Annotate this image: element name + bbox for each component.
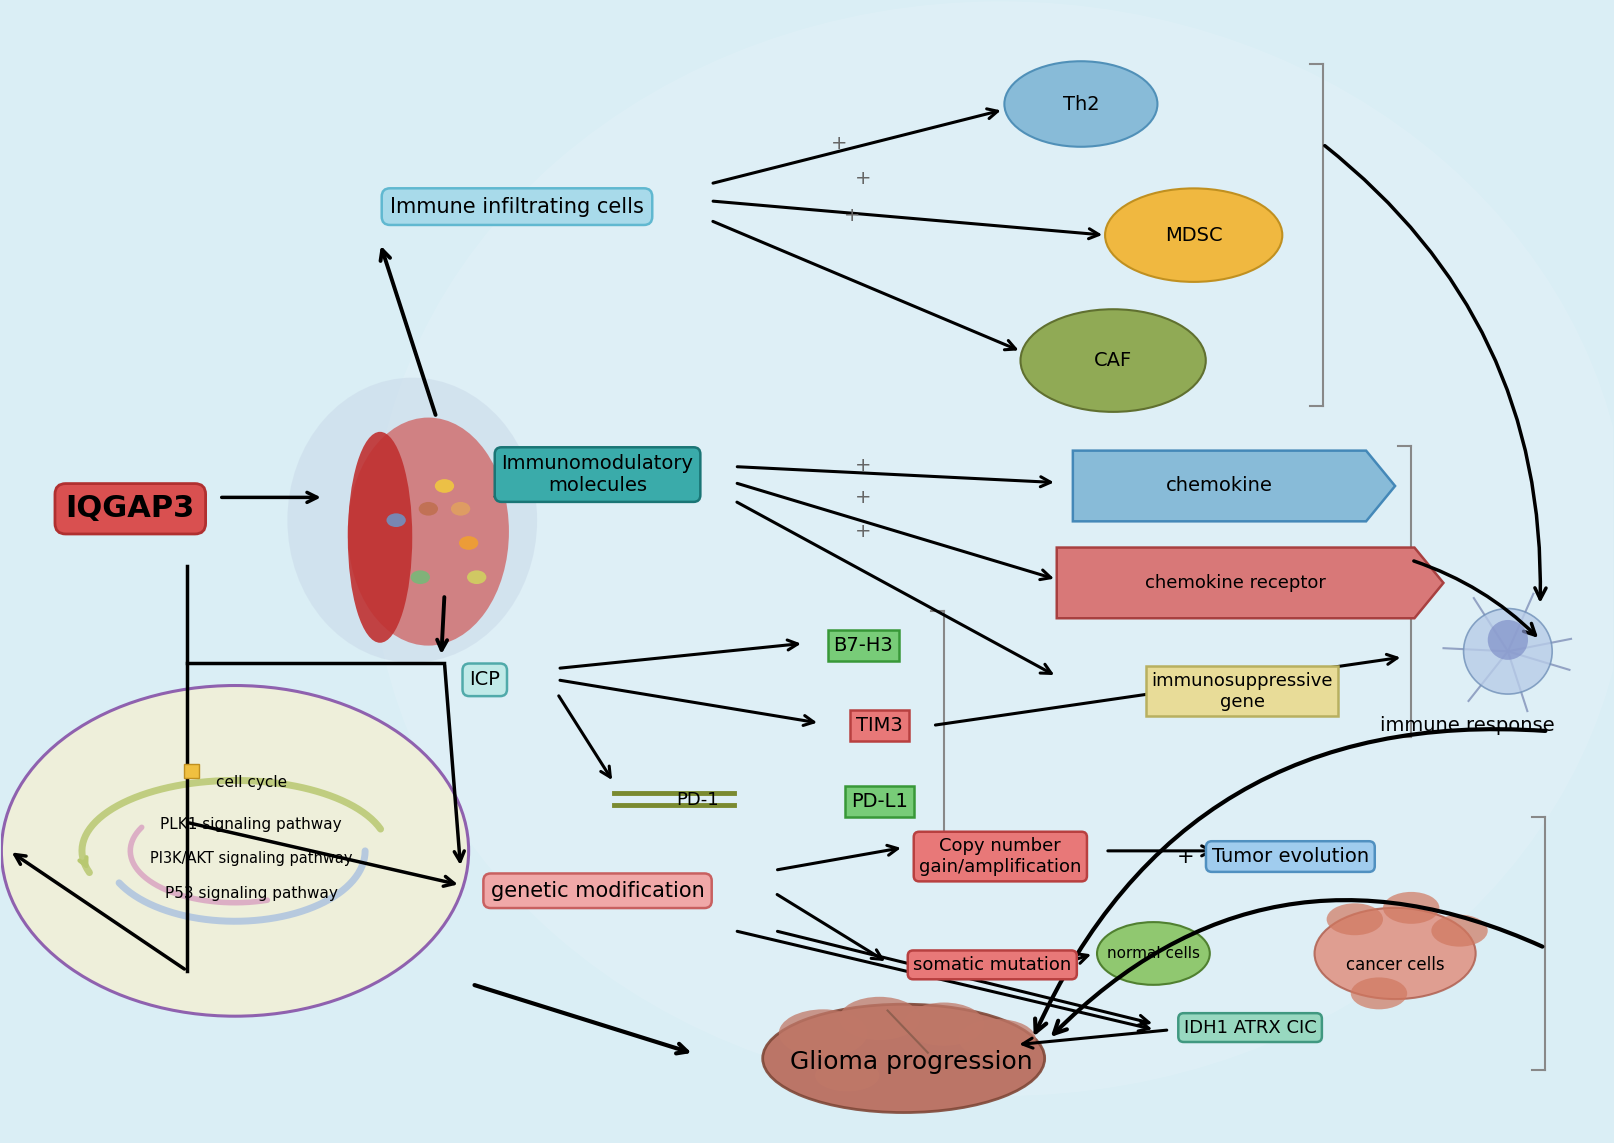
Text: Tumor evolution: Tumor evolution	[1212, 847, 1369, 866]
Ellipse shape	[815, 1060, 880, 1092]
Ellipse shape	[371, 1, 1614, 1096]
Ellipse shape	[466, 570, 486, 584]
Text: cell cycle: cell cycle	[216, 775, 287, 790]
Text: +: +	[855, 456, 872, 475]
Polygon shape	[1073, 450, 1394, 521]
Ellipse shape	[347, 432, 412, 642]
Text: immune response: immune response	[1380, 716, 1554, 735]
Ellipse shape	[780, 1009, 867, 1057]
Text: PI3K/AKT signaling pathway: PI3K/AKT signaling pathway	[150, 852, 352, 866]
Ellipse shape	[347, 417, 508, 646]
Text: immunosuppressive
gene: immunosuppressive gene	[1151, 672, 1333, 711]
Text: somatic mutation: somatic mutation	[914, 956, 1072, 974]
Text: cancer cells: cancer cells	[1346, 956, 1445, 974]
Text: chemokine: chemokine	[1165, 477, 1273, 495]
Text: Glioma progression: Glioma progression	[791, 1049, 1033, 1073]
Ellipse shape	[1383, 892, 1440, 924]
Text: +: +	[831, 135, 847, 153]
Text: +: +	[855, 169, 872, 187]
Text: PD-L1: PD-L1	[851, 792, 909, 812]
Ellipse shape	[434, 479, 454, 493]
Ellipse shape	[1020, 310, 1206, 411]
Text: +: +	[855, 522, 872, 541]
Ellipse shape	[1327, 903, 1383, 935]
Text: chemokine receptor: chemokine receptor	[1146, 574, 1327, 592]
Text: P53 signaling pathway: P53 signaling pathway	[165, 886, 337, 901]
Ellipse shape	[959, 1020, 1036, 1058]
Text: genetic modification: genetic modification	[491, 881, 704, 901]
Text: +: +	[1177, 847, 1194, 866]
Ellipse shape	[458, 536, 478, 550]
Ellipse shape	[410, 570, 429, 584]
Ellipse shape	[839, 997, 920, 1040]
Text: +: +	[844, 206, 860, 225]
Ellipse shape	[287, 377, 537, 663]
Ellipse shape	[1004, 62, 1157, 146]
Text: MDSC: MDSC	[1165, 225, 1222, 245]
Text: PD-1: PD-1	[676, 791, 718, 808]
Ellipse shape	[1464, 608, 1553, 694]
Text: TIM3: TIM3	[855, 716, 902, 735]
Polygon shape	[1057, 547, 1443, 618]
Text: B7-H3: B7-H3	[833, 637, 893, 655]
Text: IDH1 ATRX CIC: IDH1 ATRX CIC	[1183, 1018, 1317, 1037]
Ellipse shape	[1432, 914, 1488, 946]
Ellipse shape	[1488, 620, 1528, 660]
Text: PLK1 signaling pathway: PLK1 signaling pathway	[160, 817, 342, 832]
Ellipse shape	[386, 513, 405, 527]
Ellipse shape	[1314, 908, 1475, 999]
Ellipse shape	[1106, 189, 1282, 282]
Ellipse shape	[904, 1002, 985, 1046]
Text: Copy number
gain/amplification: Copy number gain/amplification	[918, 837, 1081, 876]
Ellipse shape	[1098, 922, 1210, 985]
Text: +: +	[855, 488, 872, 506]
Text: Th2: Th2	[1062, 95, 1099, 113]
Ellipse shape	[1351, 977, 1407, 1009]
Circle shape	[2, 686, 468, 1016]
Text: normal cells: normal cells	[1107, 946, 1199, 961]
Ellipse shape	[418, 502, 437, 515]
Text: ICP: ICP	[470, 670, 500, 689]
Text: IQGAP3: IQGAP3	[66, 494, 195, 523]
Ellipse shape	[763, 1005, 1044, 1112]
Text: Immunomodulatory
molecules: Immunomodulatory molecules	[502, 454, 694, 495]
Text: CAF: CAF	[1094, 351, 1133, 370]
Text: Immune infiltrating cells: Immune infiltrating cells	[391, 197, 644, 217]
Ellipse shape	[450, 502, 470, 515]
